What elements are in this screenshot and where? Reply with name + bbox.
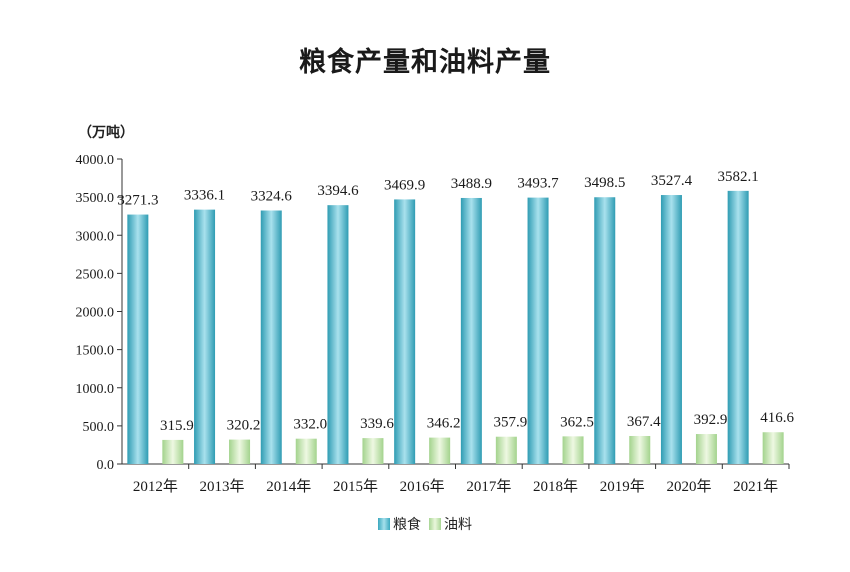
x-tick-label: 2014年 (266, 478, 311, 495)
bar-grain (127, 214, 149, 464)
bar-grain (727, 190, 749, 464)
data-label-oil: 362.5 (560, 414, 594, 430)
legend-label-grain: 粮食 (393, 517, 421, 533)
data-label-oil: 416.6 (760, 410, 794, 426)
data-label-oil: 392.9 (694, 412, 728, 428)
x-tick-label: 2018年 (533, 478, 578, 495)
legend-item-grain: 粮食 (378, 514, 421, 534)
bar-oil (229, 439, 251, 464)
y-tick-label: 3500.0 (76, 191, 115, 206)
data-label-grain: 3498.5 (584, 175, 625, 191)
bar-grain (260, 210, 282, 464)
legend: 粮食 油料 (0, 514, 850, 534)
data-label-grain: 3488.9 (451, 176, 492, 192)
x-tick-label: 2012年 (133, 478, 178, 495)
x-tick-label: 2016年 (400, 478, 445, 495)
data-label-grain: 3394.6 (317, 183, 359, 199)
bar-oil (295, 438, 317, 464)
y-tick-label: 2500.0 (76, 267, 115, 282)
data-label-grain: 3582.1 (718, 169, 759, 185)
data-label-oil: 357.9 (493, 415, 527, 431)
bar-oil (629, 435, 651, 464)
y-tick-label: 4000.0 (76, 153, 115, 168)
bar-oil (362, 438, 384, 464)
data-label-grain: 3469.9 (384, 177, 425, 193)
data-label-oil: 346.2 (427, 416, 461, 432)
bar-oil (429, 437, 451, 464)
x-tick-label: 2019年 (600, 478, 645, 495)
bar-oil (695, 434, 717, 464)
data-label-grain: 3324.6 (251, 188, 293, 204)
y-tick-label: 3000.0 (76, 229, 115, 244)
y-axis-unit-label: （万吨） (78, 125, 134, 141)
data-label-oil: 332.0 (293, 417, 327, 433)
y-tick-label: 1500.0 (76, 344, 115, 359)
y-tick-label: 1000.0 (76, 382, 115, 397)
bar-oil (562, 436, 584, 464)
chart-title: 粮食产量和油料产量 (299, 47, 551, 78)
legend-label-oil: 油料 (444, 517, 472, 533)
bar-grain (327, 205, 349, 464)
y-tick-label: 500.0 (83, 420, 115, 435)
data-label-grain: 3271.3 (117, 193, 158, 209)
data-label-grain: 3336.1 (184, 188, 225, 204)
x-tick-label: 2020年 (666, 478, 711, 495)
data-label-oil: 339.6 (360, 416, 394, 432)
x-tick-label: 2015年 (333, 478, 378, 495)
y-tick-label: 2000.0 (76, 306, 115, 321)
bar-grain (660, 195, 682, 464)
bar-grain (194, 209, 216, 464)
bar-oil (162, 439, 184, 464)
legend-swatch-grain (378, 518, 390, 530)
data-label-oil: 367.4 (627, 414, 661, 430)
bar-grain (460, 197, 482, 464)
bar-oil (495, 436, 517, 464)
data-label-grain: 3493.7 (517, 176, 559, 192)
bar-grain (594, 197, 616, 464)
legend-item-oil: 油料 (429, 514, 472, 534)
legend-swatch-oil (429, 518, 441, 530)
x-tick-label: 2021年 (733, 478, 778, 495)
data-label-oil: 315.9 (160, 418, 194, 434)
bar-grain (394, 199, 416, 465)
bar-oil (762, 432, 784, 464)
x-tick-label: 2013年 (200, 478, 245, 495)
bar-grain (527, 197, 549, 464)
data-label-grain: 3527.4 (651, 173, 693, 189)
data-label-oil: 320.2 (227, 418, 261, 434)
x-tick-label: 2017年 (466, 478, 511, 495)
y-tick-label: 0.0 (97, 458, 115, 473)
